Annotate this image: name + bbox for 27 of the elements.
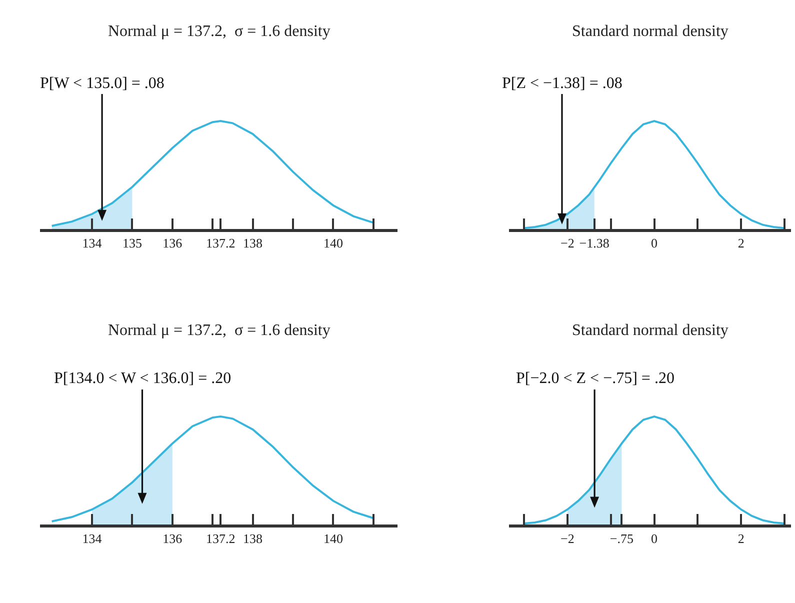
x-tick-label: −1.38 xyxy=(579,235,610,250)
text: P[−2.0 < Z < −.75] = .20 xyxy=(516,370,674,387)
x-tick-label: 2 xyxy=(738,235,744,250)
chart-title: Normal μ = 137.2, σ = 1.6 density xyxy=(108,322,330,339)
text: P[W < 135.0] = .08 xyxy=(40,75,164,92)
x-tick-label: 140 xyxy=(323,235,343,250)
x-tick-label: 136 xyxy=(162,530,183,546)
x-tick-label: 138 xyxy=(243,235,263,250)
chart-title: Standard normal density xyxy=(572,23,728,40)
x-tick-label: 137.2 xyxy=(206,235,236,250)
chart-title: Standard normal density xyxy=(572,322,728,339)
x-tick-label: 2 xyxy=(738,530,744,546)
x-tick-label: 138 xyxy=(243,530,263,546)
x-tick-label: 134 xyxy=(82,235,102,250)
x-tick-label: 137.2 xyxy=(206,530,236,546)
text: P[134.0 < W < 136.0] = .20 xyxy=(54,370,232,387)
x-tick-label: −2 xyxy=(560,530,574,546)
x-tick-label: 134 xyxy=(82,530,102,546)
x-tick-label: 0 xyxy=(651,235,658,250)
text: P[Z < −1.38] = .08 xyxy=(502,75,622,92)
x-tick-label: 135 xyxy=(122,235,142,250)
chart-title: Normal μ = 137.2, σ = 1.6 density xyxy=(108,23,330,40)
x-tick-label: 140 xyxy=(323,530,343,546)
x-tick-label: −.75 xyxy=(610,530,634,546)
x-tick-label: 0 xyxy=(651,530,658,546)
x-tick-label: −2 xyxy=(560,235,574,250)
x-tick-label: 136 xyxy=(162,235,183,250)
